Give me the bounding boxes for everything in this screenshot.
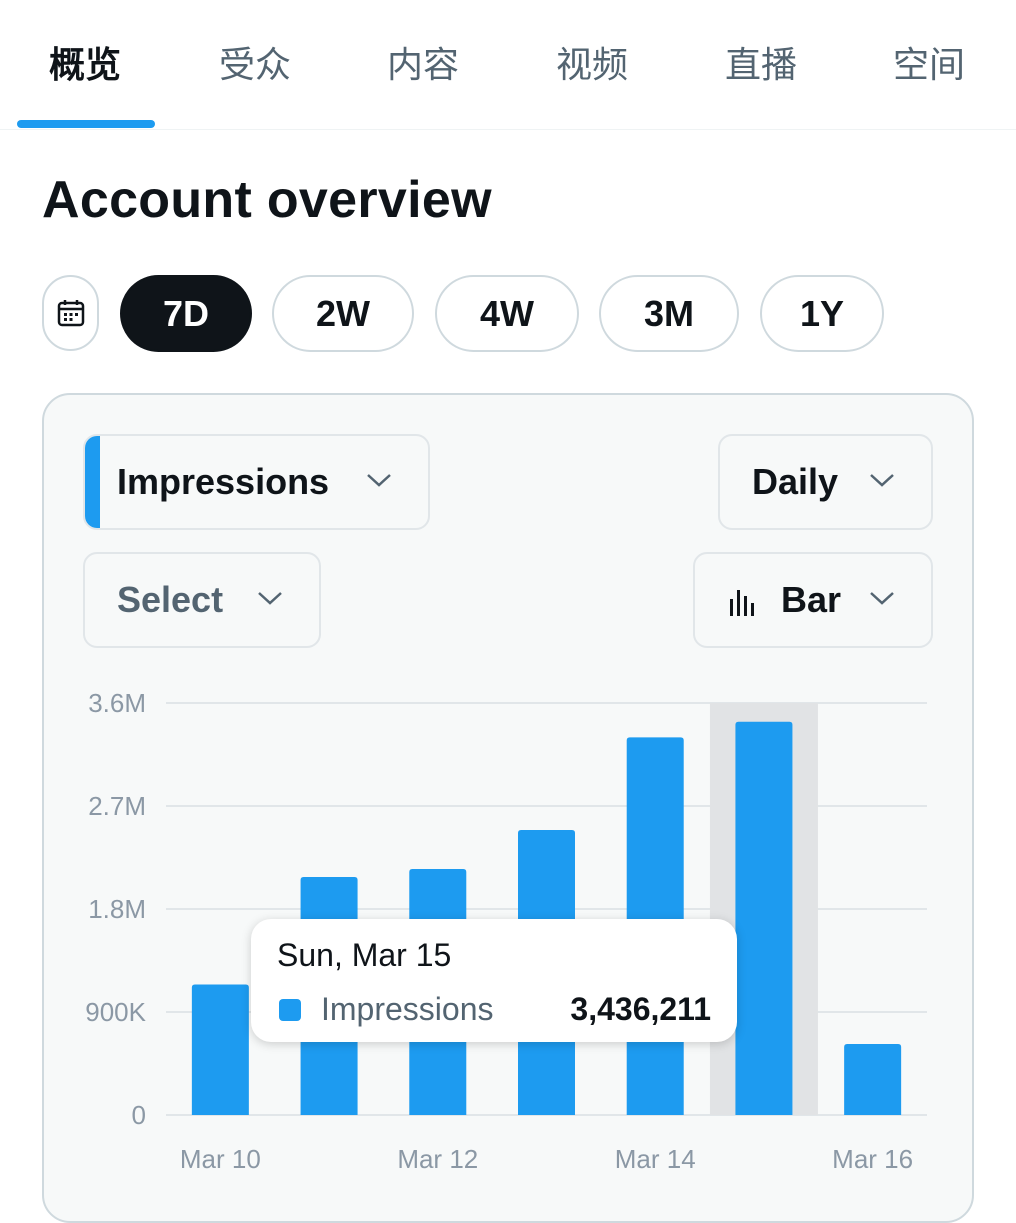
chart-tooltip: Sun, Mar 15 Impressions 3,436,211	[251, 919, 737, 1042]
range-2w-button[interactable]: 2W	[272, 275, 414, 352]
calendar-icon	[57, 300, 84, 327]
chevron-down-icon	[870, 474, 894, 487]
range-1y-button[interactable]: 1Y	[760, 275, 884, 352]
tab-spaces[interactable]: 空间	[892, 45, 965, 86]
page-title: Account overview	[42, 171, 492, 229]
tab-audience[interactable]: 受众	[218, 45, 291, 86]
bar-mar-16[interactable]	[844, 1044, 902, 1115]
granularity-dropdown[interactable]: Daily	[718, 434, 933, 530]
series-color-indicator	[85, 436, 100, 528]
bar-chart-icon	[730, 590, 754, 616]
compare-metric-dropdown[interactable]: Select	[83, 552, 321, 648]
tab-bar: 概览 受众 内容 视频 直播 空间	[0, 0, 1016, 130]
metric-dropdown-label: Impressions	[117, 461, 330, 502]
chevron-down-icon	[258, 592, 282, 605]
bar-mar-10[interactable]	[191, 984, 249, 1115]
metric-dropdown[interactable]: Impressions	[83, 434, 430, 530]
compare-dropdown-label: Select	[117, 579, 224, 620]
range-7d-button[interactable]: 7D	[120, 275, 252, 352]
date-picker-button[interactable]	[42, 275, 99, 351]
tab-live[interactable]: 直播	[724, 45, 797, 86]
tab-video[interactable]: 视频	[555, 45, 628, 86]
chart-type-dropdown[interactable]: Bar	[693, 552, 933, 648]
tooltip-series-swatch	[279, 999, 301, 1021]
chevron-down-icon	[367, 474, 391, 487]
tab-content[interactable]: 内容	[386, 45, 459, 86]
range-4w-button[interactable]: 4W	[435, 275, 579, 352]
tooltip-series-name: Impressions	[321, 991, 494, 1027]
chart-type-dropdown-label: Bar	[781, 579, 842, 620]
granularity-dropdown-label: Daily	[752, 461, 839, 502]
tooltip-date: Sun, Mar 15	[277, 937, 452, 973]
tooltip-value: 3,436,211	[570, 991, 711, 1027]
bar-mar-15[interactable]	[735, 721, 793, 1115]
tab-overview[interactable]: 概览	[48, 45, 121, 86]
active-tab-indicator	[17, 120, 155, 128]
chevron-down-icon	[870, 592, 894, 605]
range-3m-button[interactable]: 3M	[599, 275, 739, 352]
